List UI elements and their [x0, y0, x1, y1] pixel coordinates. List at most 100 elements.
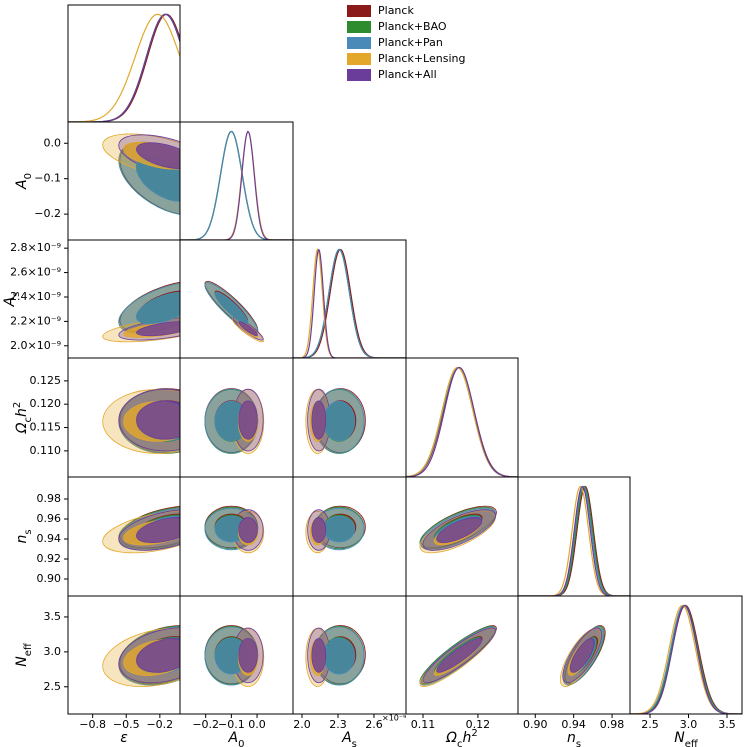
- label-part: A: [2, 297, 18, 308]
- legend-swatch: [347, 69, 371, 81]
- x-tick-label: −0.8: [79, 718, 106, 731]
- marginal-curve: [406, 366, 518, 477]
- x-tick-label: 2.5: [641, 718, 659, 731]
- legend-label: Planck+Lensing: [378, 52, 465, 65]
- panel-1d: [406, 366, 518, 477]
- label-part: 2: [12, 402, 23, 408]
- x-tick-label: 2.6: [365, 718, 383, 731]
- x-tick-label: −0.2: [146, 718, 173, 731]
- x-tick-label: 2.3: [329, 718, 347, 731]
- panel-2d: [102, 133, 180, 216]
- label-part: A: [14, 179, 30, 190]
- panel-frame: [67, 4, 181, 123]
- axis-label: Neff: [14, 642, 34, 667]
- y-tick-label: 0.90: [37, 572, 62, 585]
- label-part: s: [11, 292, 22, 297]
- x-tick-label: 3.5: [718, 718, 736, 731]
- x-tick-label: 0.94: [561, 718, 586, 731]
- y-tick-label: 2.5: [44, 680, 62, 693]
- y-tick-label: 0.0: [44, 136, 62, 149]
- contour-inner: [311, 637, 327, 673]
- y-tick-label: 3.5: [44, 610, 62, 623]
- marginal-curve: [406, 366, 518, 477]
- panel-2d: [102, 625, 180, 687]
- legend-swatch: [347, 37, 371, 49]
- marginal-curve: [68, 13, 180, 122]
- y-tick-label: −0.1: [34, 172, 61, 185]
- y-tick-label: −0.2: [34, 207, 61, 220]
- x-tick-label: 2.0: [293, 718, 311, 731]
- panel-1d: [630, 604, 742, 714]
- marginal-curve: [630, 604, 742, 714]
- x-tick-label: −0.5: [113, 718, 140, 731]
- legend-swatch: [347, 21, 371, 33]
- label-part: s: [576, 739, 581, 747]
- offset-label: ×10⁻⁹: [382, 714, 406, 723]
- marginal-curve: [406, 366, 518, 477]
- contour-inner: [136, 400, 180, 440]
- panel-1d: [518, 485, 630, 596]
- y-tick-label: 0.94: [37, 532, 62, 545]
- x-tick-label: 0.0: [248, 718, 266, 731]
- label-part: Ω: [14, 422, 30, 434]
- label-part: c: [457, 739, 463, 747]
- label-part: Ω: [445, 730, 457, 746]
- panel-2d: [419, 505, 497, 554]
- x-tick-label: −0.1: [218, 718, 245, 731]
- marginal-curve: [68, 13, 180, 122]
- panel-1d: [180, 130, 293, 240]
- label-part: N: [14, 656, 30, 667]
- legend-swatch: [347, 53, 371, 65]
- y-tick-label: 0.92: [37, 552, 62, 565]
- x-tick-label: 0.90: [523, 718, 548, 731]
- y-tick-label: 0.98: [37, 492, 62, 505]
- label-part: n: [567, 730, 576, 746]
- panel-2d: [559, 625, 606, 687]
- contour-inner: [436, 637, 483, 673]
- y-tick-label: 0.125: [30, 374, 62, 387]
- label-part: N: [674, 730, 685, 746]
- marginal-curve: [293, 248, 406, 358]
- x-tick-label: 0.98: [600, 718, 625, 731]
- marginal-curve: [293, 248, 406, 358]
- marginal-curve: [630, 604, 742, 714]
- contour-inner: [311, 400, 327, 440]
- label-part: ε: [120, 730, 128, 746]
- y-tick-label: 2.4×10⁻⁹: [10, 290, 61, 303]
- legend-swatch: [347, 5, 371, 17]
- label-part: eff: [23, 642, 34, 656]
- label-part: 0: [238, 739, 244, 747]
- marginal-curve: [630, 604, 742, 714]
- y-tick-label: 2.6×10⁻⁹: [10, 266, 61, 279]
- axis-label: ns: [14, 529, 34, 543]
- x-tick-label: 3.0: [680, 718, 698, 731]
- marginal-curve: [68, 13, 180, 122]
- axis-label: Neff: [674, 730, 699, 747]
- contour-inner: [238, 637, 258, 673]
- y-tick-label: 2.2×10⁻⁹: [10, 314, 61, 327]
- axis-label: ε: [120, 730, 128, 746]
- marginal-curve: [630, 604, 742, 714]
- legend-label: Planck+Pan: [378, 36, 443, 49]
- y-tick-label: 3.0: [44, 645, 62, 658]
- y-tick-label: 0.120: [30, 397, 62, 410]
- panel-2d: [102, 505, 180, 554]
- label-part: h: [462, 730, 471, 746]
- panel-2d: [305, 625, 366, 687]
- panel-2d: [204, 280, 265, 343]
- label-part: A: [341, 730, 352, 746]
- x-tick-label: −0.2: [192, 718, 219, 731]
- y-tick-label: 2.0×10⁻⁹: [10, 339, 61, 352]
- panel-2d: [204, 625, 265, 687]
- panel-2d: [204, 388, 265, 454]
- axis-label: As: [2, 292, 22, 308]
- label-part: eff: [685, 739, 699, 747]
- panel-2d: [305, 505, 366, 554]
- marginal-curve: [68, 13, 180, 122]
- label-part: 0: [23, 173, 34, 179]
- contour-inner: [436, 516, 483, 544]
- axis-label: As: [341, 730, 357, 747]
- contour-inner: [238, 400, 258, 440]
- axis-label: A0: [14, 173, 34, 190]
